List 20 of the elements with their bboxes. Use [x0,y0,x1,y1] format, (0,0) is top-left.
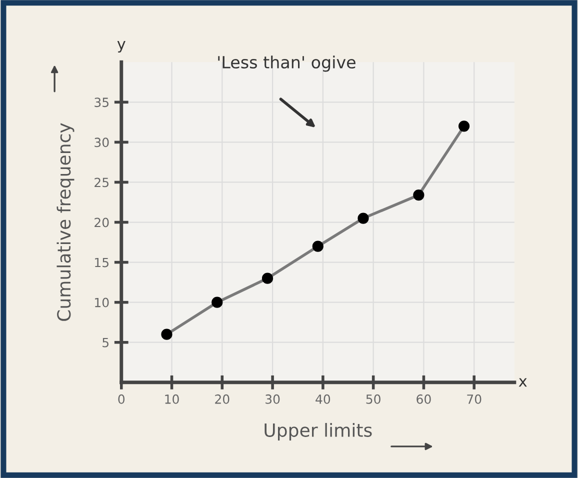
y-tick-label: 10 [95,298,109,308]
y-tick-label: 5 [102,338,108,348]
x-tick-label: 70 [467,394,482,404]
x-tick-label: 50 [366,394,380,404]
x-tick-label: 40 [316,394,330,404]
x-axis-title: Upper limits [264,422,372,440]
y-axis-title: Cumulative frequency [56,123,74,321]
x-tick-label: 30 [266,394,280,404]
x-tick-label: 20 [215,394,230,404]
annotation: 'Less than' ogive [218,56,356,72]
y-tick-label: 20 [94,218,109,228]
y-tick-label: 30 [94,138,109,148]
x-tick-label: 10 [165,394,179,404]
x-tick-label: 60 [416,394,431,404]
y-tick-label: 15 [95,258,108,268]
y-tick-label: 25 [94,178,108,188]
text: x [518,378,527,387]
y-tick-label: 35 [94,98,108,108]
text: y [117,41,126,53]
x-tick-label: 0 [118,394,125,404]
